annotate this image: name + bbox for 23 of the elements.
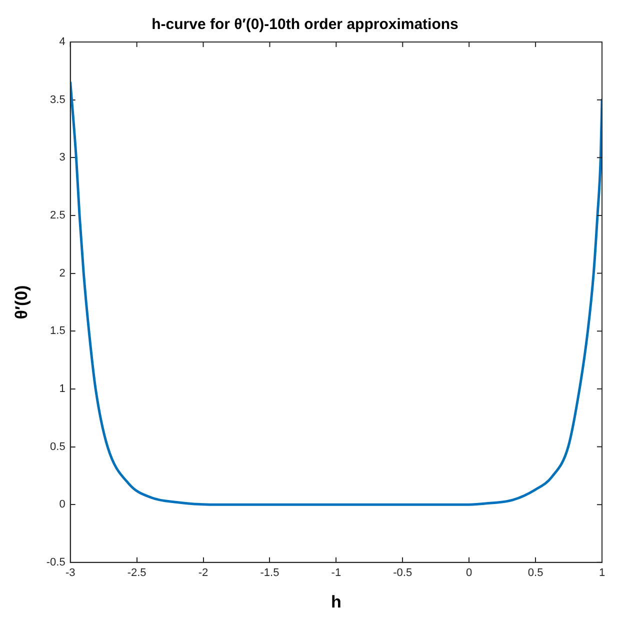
y-tick-label: 0.5 xyxy=(50,440,66,453)
x-tick-label: -3 xyxy=(65,567,76,580)
x-tick-label: -2.5 xyxy=(127,567,146,580)
x-tick-label: -1.5 xyxy=(260,567,280,580)
x-tick-label: -1 xyxy=(331,567,342,580)
x-tick-label: 1 xyxy=(598,567,606,580)
y-tick-label: 2 xyxy=(59,267,66,280)
y-tick-label: 1 xyxy=(59,382,66,395)
y-axis-title: θ′(0) xyxy=(12,285,31,320)
y-tick-label: 3.5 xyxy=(50,94,66,106)
line-series xyxy=(70,81,602,506)
x-tick-label: -0.5 xyxy=(393,567,412,580)
y-tick-label: 0 xyxy=(59,498,66,511)
y-tick-label: -0.5 xyxy=(46,556,66,568)
y-tick-label: 2.5 xyxy=(50,210,66,222)
x-axis-title: h xyxy=(330,592,342,612)
chart-title: h-curve for θ′(0)-10th order approximations xyxy=(152,16,458,34)
x-tick-label: -2 xyxy=(198,567,208,580)
y-tick-label: 1.5 xyxy=(50,325,66,338)
y-tick-label: 4 xyxy=(59,36,66,48)
x-tick-label: 0 xyxy=(466,567,472,580)
x-tick-label: 0.5 xyxy=(528,567,544,580)
y-tick-label: 3 xyxy=(59,152,66,164)
